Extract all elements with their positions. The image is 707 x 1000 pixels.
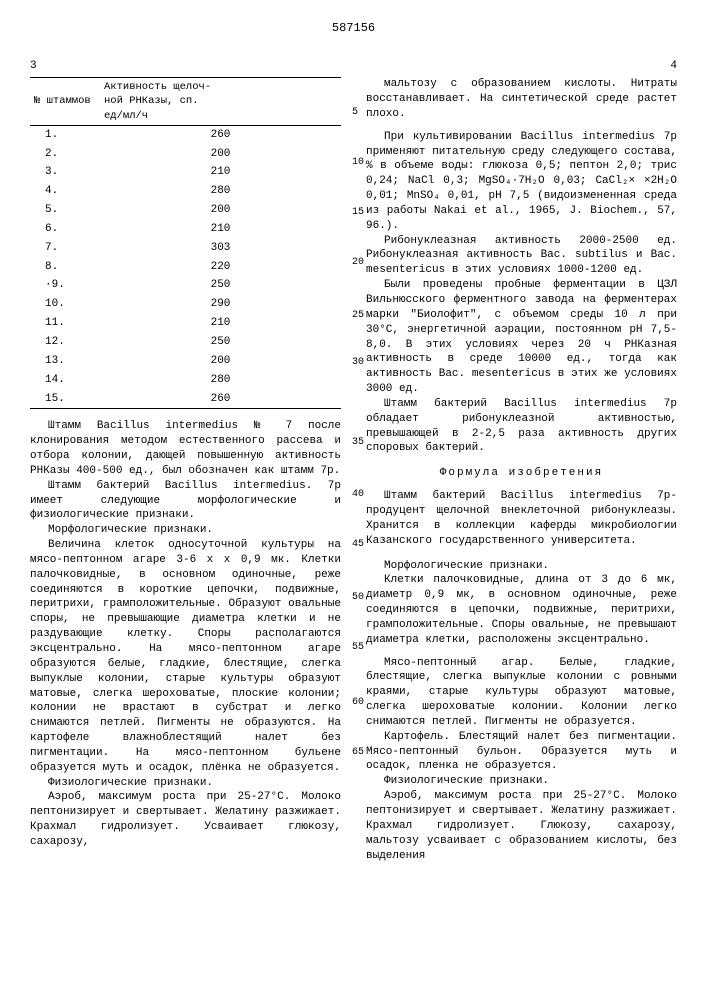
activity-value: 303 bbox=[100, 239, 341, 258]
line-number: 40 bbox=[352, 488, 364, 502]
section-heading: Морфологические признаки. bbox=[366, 559, 677, 574]
table-row: 6.210 bbox=[30, 220, 341, 239]
line-number: 50 bbox=[352, 591, 364, 605]
right-column: 5101520253035404550556065 4 мальтозу с о… bbox=[366, 51, 677, 863]
left-page-number: 3 bbox=[30, 59, 37, 74]
two-column-layout: 3 № штаммов Активность щелоч- ной РНКазы… bbox=[30, 51, 677, 863]
table-row: 8.220 bbox=[30, 258, 341, 277]
right-body-text: мальтозу с образованием кислоты. Нитраты… bbox=[366, 77, 677, 863]
activity-value: 280 bbox=[100, 371, 341, 390]
strain-number: ·9. bbox=[30, 276, 100, 295]
right-page-number: 4 bbox=[670, 59, 677, 74]
activity-value: 260 bbox=[100, 390, 341, 409]
strain-number: 4. bbox=[30, 182, 100, 201]
table-row: 7.303 bbox=[30, 239, 341, 258]
table-row: ·9.250 bbox=[30, 276, 341, 295]
section-heading: Физиологические признаки. bbox=[30, 776, 341, 791]
strain-number: 10. bbox=[30, 295, 100, 314]
line-number: 5 bbox=[352, 106, 358, 120]
table-row: 5.200 bbox=[30, 201, 341, 220]
left-column: 3 № штаммов Активность щелоч- ной РНКазы… bbox=[30, 51, 341, 863]
activity-value: 210 bbox=[100, 314, 341, 333]
activity-value: 210 bbox=[100, 220, 341, 239]
table-row: 13.200 bbox=[30, 352, 341, 371]
paragraph: При культивировании Bacillus intermedius… bbox=[366, 130, 677, 234]
paragraph: Клетки палочковидные, длина от 3 до 6 мк… bbox=[366, 573, 677, 647]
table-row: 11.210 bbox=[30, 314, 341, 333]
table-row: 15.260 bbox=[30, 390, 341, 409]
line-number: 45 bbox=[352, 538, 364, 552]
paragraph: Аэроб, максимум роста при 25-27°С. Молок… bbox=[366, 789, 677, 863]
strain-number: 15. bbox=[30, 390, 100, 409]
left-col-header: 3 bbox=[30, 51, 341, 69]
activity-value: 200 bbox=[100, 352, 341, 371]
paragraph: Были проведены пробные ферментации в ЦЗЛ… bbox=[366, 278, 677, 397]
line-number: 65 bbox=[352, 746, 364, 760]
table-row: 2.200 bbox=[30, 145, 341, 164]
line-number: 25 bbox=[352, 309, 364, 323]
paragraph: Картофель. Блестящий налет без пигментац… bbox=[366, 730, 677, 775]
line-number: 55 bbox=[352, 641, 364, 655]
line-number: 15 bbox=[352, 206, 364, 220]
strain-number: 13. bbox=[30, 352, 100, 371]
strain-number: 3. bbox=[30, 163, 100, 182]
activity-value: 290 bbox=[100, 295, 341, 314]
paragraph: Рибонуклеазная активность 2000-2500 ед. … bbox=[366, 234, 677, 279]
table-header-activity: Активность щелоч- ной РНКазы, сп. ед/мл/… bbox=[100, 78, 341, 126]
paragraph: Штамм бактерий Bacillus intermedius 7p о… bbox=[366, 397, 677, 456]
line-number: 30 bbox=[352, 356, 364, 370]
right-col-header: 4 bbox=[366, 51, 677, 69]
table-row: 12.250 bbox=[30, 333, 341, 352]
activity-value: 260 bbox=[100, 125, 341, 144]
activity-value: 220 bbox=[100, 258, 341, 277]
table-row: 4.280 bbox=[30, 182, 341, 201]
strain-number: 12. bbox=[30, 333, 100, 352]
paragraph: Штамм бактерий Bacillus intermedius 7p-п… bbox=[366, 489, 677, 548]
activity-value: 250 bbox=[100, 333, 341, 352]
table-header-strain: № штаммов bbox=[30, 78, 100, 126]
table-row: 14.280 bbox=[30, 371, 341, 390]
line-number: 60 bbox=[352, 696, 364, 710]
activity-value: 200 bbox=[100, 201, 341, 220]
formula-heading: Формула изобретения bbox=[366, 466, 677, 481]
table-row: 3.210 bbox=[30, 163, 341, 182]
line-number: 10 bbox=[352, 156, 364, 170]
strain-number: 1. bbox=[30, 125, 100, 144]
activity-value: 210 bbox=[100, 163, 341, 182]
paragraph: мальтозу с образованием кислоты. Нитраты… bbox=[366, 77, 677, 122]
strain-number: 14. bbox=[30, 371, 100, 390]
activity-value: 280 bbox=[100, 182, 341, 201]
line-number: 20 bbox=[352, 256, 364, 270]
section-heading: Физиологические признаки. bbox=[366, 774, 677, 789]
strain-number: 11. bbox=[30, 314, 100, 333]
paragraph: Мясо-пептонный агар. Белые, гладкие, бле… bbox=[366, 656, 677, 730]
strain-number: 2. bbox=[30, 145, 100, 164]
strain-number: 5. bbox=[30, 201, 100, 220]
document-number: 587156 bbox=[30, 20, 677, 36]
activity-value: 250 bbox=[100, 276, 341, 295]
table-row: 1.260 bbox=[30, 125, 341, 144]
activity-table: № штаммов Активность щелоч- ной РНКазы, … bbox=[30, 77, 341, 409]
left-body-text: Штамм Bacillus intermedius № 7 после кло… bbox=[30, 419, 341, 849]
activity-value: 200 bbox=[100, 145, 341, 164]
line-number: 35 bbox=[352, 436, 364, 450]
paragraph: Аэроб, максимум роста при 25-27°С. Молок… bbox=[30, 790, 341, 849]
section-heading: Морфологические признаки. bbox=[30, 523, 341, 538]
paragraph: Величина клеток односуточной культуры на… bbox=[30, 538, 341, 776]
paragraph: Штамм Bacillus intermedius № 7 после кло… bbox=[30, 419, 341, 478]
table-row: 10.290 bbox=[30, 295, 341, 314]
paragraph: Штамм бактерий Bacillus intermedius. 7p … bbox=[30, 479, 341, 524]
strain-number: 7. bbox=[30, 239, 100, 258]
strain-number: 8. bbox=[30, 258, 100, 277]
strain-number: 6. bbox=[30, 220, 100, 239]
